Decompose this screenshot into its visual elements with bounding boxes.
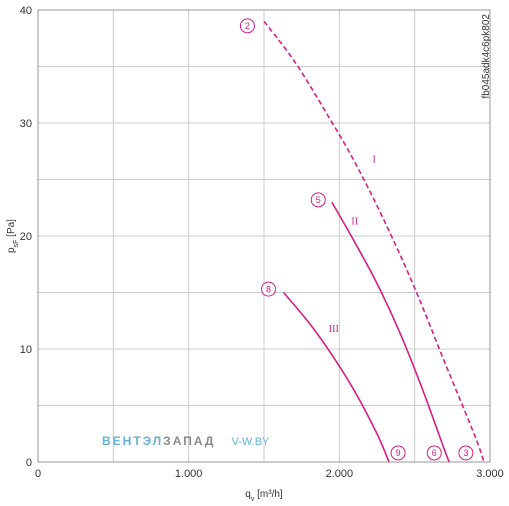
x-tick-label: 3.000	[476, 468, 504, 480]
marker-label: 6	[432, 448, 437, 458]
y-tick-label: 30	[20, 118, 32, 130]
y-tick-label: 0	[26, 457, 32, 469]
curve-label: II	[351, 217, 358, 228]
marker-circle	[458, 445, 474, 461]
marker-circle	[239, 18, 255, 34]
curve-label: I	[372, 155, 375, 166]
series-group	[263, 20, 485, 463]
x-axis-label: qv [m³/h]	[245, 489, 283, 503]
marker-circle	[261, 281, 277, 297]
series-line-3	[282, 291, 390, 463]
marker-circle	[426, 445, 442, 461]
x-tick-label: 1.000	[175, 468, 203, 480]
y-axis-label: psF [Pa]	[6, 219, 20, 253]
y-tick-label: 10	[20, 344, 32, 356]
marker-circle	[310, 192, 326, 208]
marker-label: 9	[396, 448, 401, 458]
marker-label: 2	[245, 21, 250, 31]
curve-markers: 2 5 8 9 6 3	[239, 18, 474, 461]
marker-circle	[390, 445, 406, 461]
plot-frame	[37, 9, 491, 463]
watermark-part1: ВЕНТЭЛ	[102, 434, 163, 448]
series-line-1	[263, 20, 485, 463]
y-tick-label: 20	[20, 231, 32, 243]
watermark-part2: ЗАПАД	[163, 434, 215, 448]
marker-label: 3	[463, 448, 468, 458]
y-tick-label: 40	[20, 5, 32, 17]
marker-label: 5	[316, 195, 321, 205]
figure-code: fb045adk4c6pk802	[481, 14, 492, 99]
curve-label: III	[329, 324, 339, 335]
watermark-text: ВЕНТЭЛЗАПАД V-W.BY	[102, 434, 270, 448]
watermark-url: V-W.BY	[231, 436, 270, 448]
x-tick-label: 0	[35, 468, 41, 480]
series-line-2	[331, 201, 451, 463]
tick-labels: 0 1.000 2.000 3.000 0 10 20 30 40	[20, 5, 504, 480]
marker-label: 8	[266, 284, 271, 294]
grid-lines	[37, 9, 491, 463]
x-tick-label: 2.000	[326, 468, 354, 480]
